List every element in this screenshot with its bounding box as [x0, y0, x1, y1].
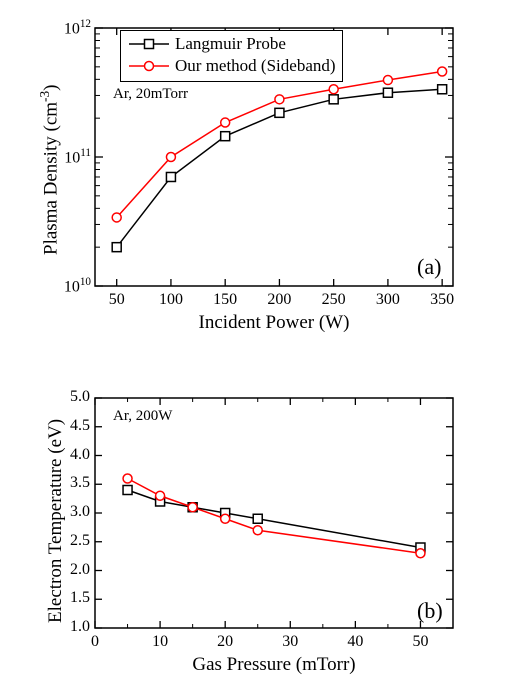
- x-tick-label: 20: [213, 633, 237, 651]
- panel-b-ylabel: Electron Temperature (eV): [45, 419, 67, 623]
- y-tick-label: 3.0: [70, 503, 90, 521]
- y-tick-label: 4.0: [70, 446, 90, 464]
- x-tick-label: 30: [278, 633, 302, 651]
- panel-b-xlabel: Gas Pressure (mTorr): [184, 654, 364, 676]
- y-tick-label: 1.5: [70, 589, 90, 607]
- panel-b-tag: (b): [417, 598, 443, 624]
- y-tick-label: 2.5: [70, 532, 90, 550]
- x-tick-label: 40: [343, 633, 367, 651]
- panel-b: 010203040501.01.52.02.53.03.54.04.55.0Ar…: [0, 0, 512, 698]
- figure-root: 50100150200250300350101010111012Ar, 20mT…: [0, 0, 512, 698]
- panel-b-annotation: Ar, 200W: [113, 408, 172, 425]
- x-tick-label: 10: [148, 633, 172, 651]
- y-tick-label: 1.0: [70, 618, 90, 636]
- y-tick-label: 4.5: [70, 417, 90, 435]
- y-tick-label: 5.0: [70, 388, 90, 406]
- y-tick-label: 3.5: [70, 474, 90, 492]
- x-tick-label: 50: [408, 633, 432, 651]
- y-tick-label: 2.0: [70, 561, 90, 579]
